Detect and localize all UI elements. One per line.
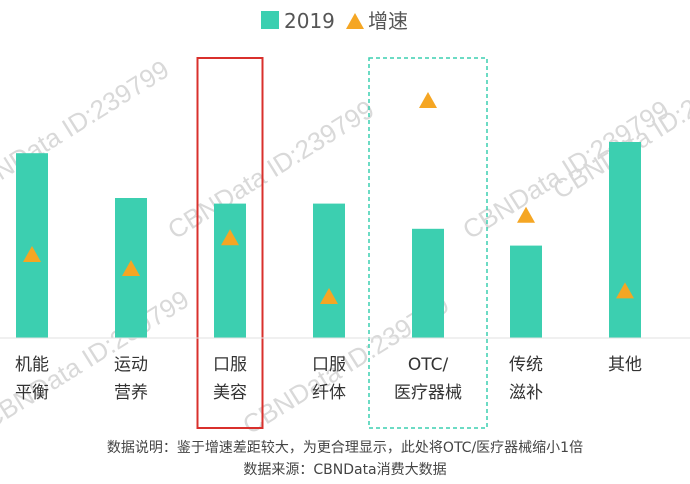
bar-3 [313,203,345,338]
markers-group [23,92,634,304]
category-label-1-1: 营养 [114,383,148,403]
category-label-0-1: 平衡 [15,383,49,403]
bar-4 [412,228,444,338]
marker-0 [23,246,41,262]
legend-label-bar: 2019 [284,9,335,33]
note-source: 数据来源：CBNData消费大数据 [243,462,446,478]
marker-2 [221,229,239,246]
highlight-box-0 [196,57,264,429]
legend-swatch-bar [261,11,279,29]
highlight-box-1 [368,57,488,429]
legend: 2019 增速 [261,9,408,33]
category-label-4-0: OTC/ [408,355,449,375]
bar-5 [510,245,542,338]
category-label-2-1: 美容 [213,383,247,403]
category-label-2-0: 口服 [213,355,247,375]
category-label-6-0: 其他 [608,355,642,375]
category-label-0-0: 机能 [15,355,49,375]
note-description: 数据说明：鉴于增速差距较大，为更合理显示，此处将OTC/医疗器械缩小1倍 [107,440,583,456]
highlight-boxes [196,57,488,429]
category-label-1-0: 运动 [114,355,148,375]
marker-1 [122,260,140,276]
bar-6 [609,142,641,338]
legend-label-marker: 增速 [368,9,408,33]
category-label-5-0: 传统 [509,355,543,375]
bars-group [16,142,641,338]
bar-0 [16,153,48,338]
marker-6 [616,282,634,299]
bar-2 [214,203,246,338]
category-label-3-0: 口服 [312,355,346,375]
category-label-3-1: 纤体 [312,383,346,403]
category-label-5-1: 滋补 [509,383,543,403]
legend-swatch-marker [346,13,364,29]
watermark: CBNData ID:239799 [162,94,379,245]
category-label-4-1: 医疗器械 [394,383,462,403]
marker-4 [419,92,437,108]
marker-5 [517,206,535,223]
marker-3 [320,288,338,304]
